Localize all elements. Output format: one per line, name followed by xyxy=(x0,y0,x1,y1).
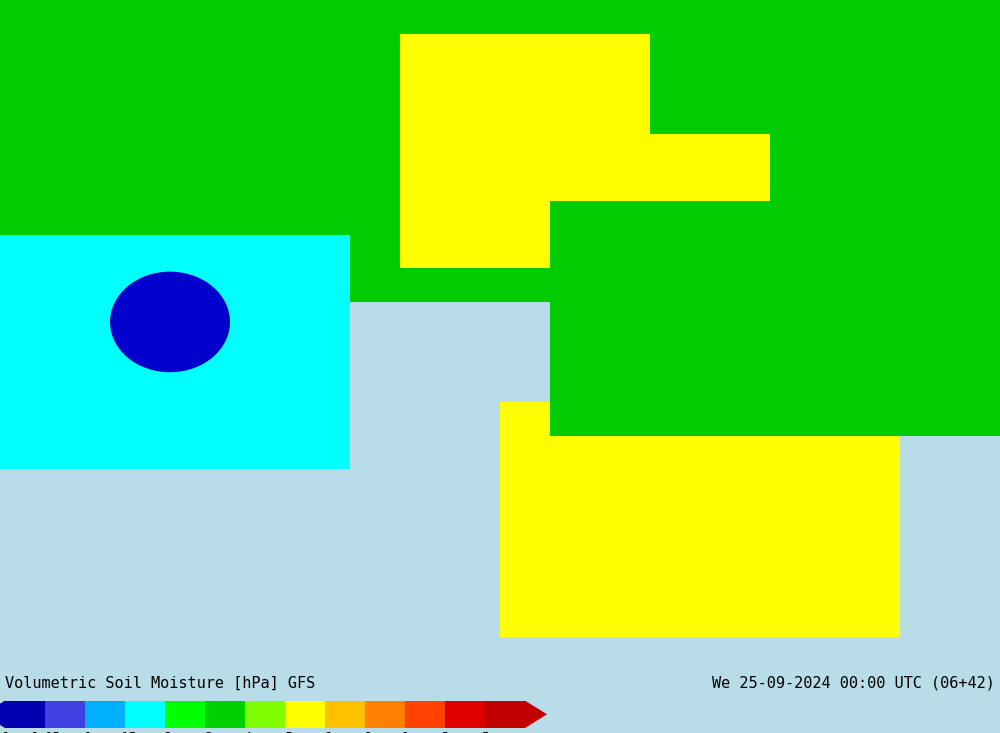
Bar xyxy=(45,701,85,728)
Text: 0.05: 0.05 xyxy=(30,731,60,733)
Bar xyxy=(0,0,1000,302)
Ellipse shape xyxy=(110,272,230,372)
Bar xyxy=(485,701,525,728)
Text: .3: .3 xyxy=(198,731,213,733)
Bar xyxy=(550,202,1000,436)
Text: .15: .15 xyxy=(114,731,136,733)
Bar xyxy=(445,701,485,728)
Bar xyxy=(245,701,285,728)
Bar xyxy=(285,701,325,728)
Bar xyxy=(125,701,165,728)
Text: .6: .6 xyxy=(318,731,332,733)
Text: 0: 0 xyxy=(1,731,9,733)
Bar xyxy=(165,701,205,728)
Text: 3: 3 xyxy=(441,731,449,733)
Bar xyxy=(205,701,245,728)
Polygon shape xyxy=(0,701,5,728)
Text: .2: .2 xyxy=(158,731,173,733)
Text: .4: .4 xyxy=(238,731,252,733)
Bar xyxy=(405,701,445,728)
Text: .5: .5 xyxy=(278,731,293,733)
Text: We 25-09-2024 00:00 UTC (06+42): We 25-09-2024 00:00 UTC (06+42) xyxy=(712,676,995,690)
Bar xyxy=(365,701,405,728)
Bar xyxy=(400,34,650,268)
Bar xyxy=(620,134,770,302)
Text: .8: .8 xyxy=(358,731,372,733)
Text: .1: .1 xyxy=(78,731,92,733)
Bar xyxy=(325,701,365,728)
Text: 1: 1 xyxy=(401,731,409,733)
Bar xyxy=(85,701,125,728)
Bar xyxy=(500,402,900,637)
Bar xyxy=(5,701,45,728)
Text: Volumetric Soil Moisture [hPa] GFS: Volumetric Soil Moisture [hPa] GFS xyxy=(5,676,315,690)
Text: 5: 5 xyxy=(481,731,489,733)
Bar xyxy=(0,235,350,469)
Polygon shape xyxy=(525,701,547,728)
